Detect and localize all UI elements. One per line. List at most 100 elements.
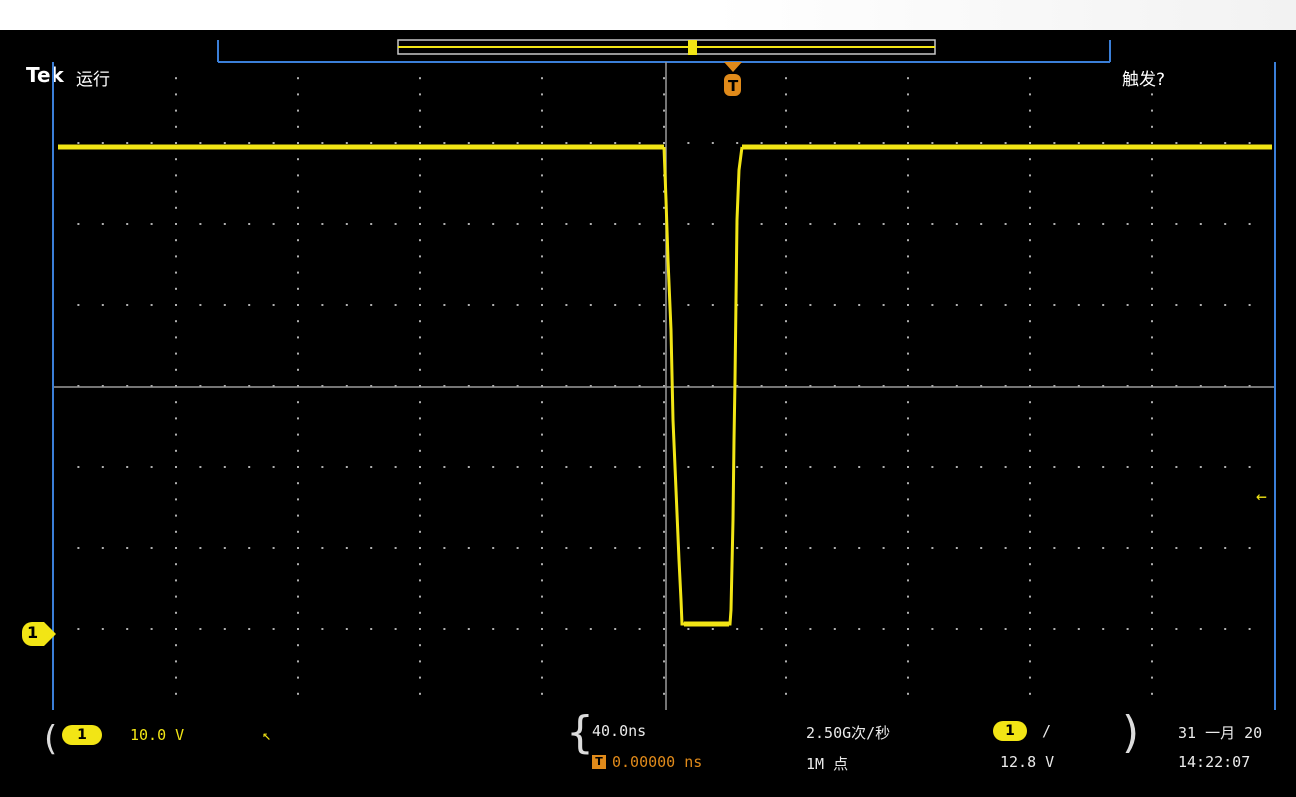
- grid-dot: [785, 611, 787, 614]
- grid-dot: [809, 466, 812, 468]
- trigger-status: 触发?: [1122, 70, 1166, 90]
- grid-dot: [175, 287, 177, 290]
- grid-dot: [663, 77, 665, 80]
- grid-dot: [297, 206, 299, 209]
- grid-dot: [1029, 223, 1031, 225]
- grid-dot: [663, 547, 665, 549]
- grid-dot: [1151, 287, 1153, 290]
- grid-dot: [297, 352, 299, 355]
- grid-dot: [1199, 223, 1202, 225]
- trigger-level[interactable]: 12.8 V: [1000, 753, 1055, 771]
- grid-dot: [882, 385, 885, 387]
- grid-dot: [541, 563, 543, 566]
- grid-dot: [248, 385, 251, 387]
- grid-dot: [419, 239, 421, 242]
- grid-dot: [1126, 304, 1129, 306]
- ch1-ground-label: 1: [27, 623, 39, 642]
- timebase-bracket: {: [566, 707, 594, 758]
- grid-dot: [297, 433, 299, 436]
- grid-dot: [443, 304, 446, 306]
- trigger-offset[interactable]: 0.00000 ns: [612, 753, 703, 771]
- grid-dot: [1126, 466, 1129, 468]
- grid-dot: [663, 93, 665, 96]
- grid-dot: [809, 142, 812, 144]
- grid-dot: [541, 206, 543, 209]
- grid-dot: [663, 466, 665, 468]
- grid-dot: [419, 336, 421, 339]
- grid-dot: [370, 385, 373, 387]
- grid-dot: [175, 514, 177, 517]
- grid-dot: [419, 692, 421, 695]
- grid-dot: [101, 223, 104, 225]
- grid-dot: [589, 385, 592, 387]
- grid-dot: [663, 611, 665, 614]
- ch1-scale[interactable]: 10.0 V: [130, 726, 185, 744]
- grid-dot: [297, 93, 299, 96]
- grid-dot: [1199, 547, 1202, 549]
- grid-dot: [711, 547, 714, 549]
- grid-dot: [785, 174, 787, 177]
- grid-dot: [419, 190, 421, 193]
- grid-dot: [980, 628, 983, 630]
- grid-dot: [1077, 628, 1080, 630]
- grid-dot: [199, 304, 202, 306]
- grid-dot: [858, 223, 861, 225]
- grid-dot: [541, 611, 543, 614]
- trigger-slope[interactable]: /: [1042, 722, 1052, 740]
- grid-dot: [419, 530, 421, 533]
- grid-dot: [297, 482, 299, 485]
- grid-dot: [907, 385, 909, 387]
- grid-dot: [1151, 304, 1153, 306]
- grid-dot: [77, 628, 80, 630]
- grid-dot: [223, 223, 226, 225]
- grid-dot: [541, 660, 543, 663]
- grid-dot: [419, 206, 421, 209]
- grid-dot: [541, 336, 543, 339]
- grid-dot: [907, 417, 909, 420]
- grid-dot: [297, 466, 299, 468]
- grid-dot: [297, 158, 299, 161]
- grid-dot: [297, 401, 299, 404]
- grid-dot: [907, 255, 909, 258]
- grid-dot: [565, 223, 568, 225]
- plot-frame: [52, 62, 1276, 710]
- grid-dot: [565, 628, 568, 630]
- grid-dot: [345, 142, 348, 144]
- grid-dot: [1248, 628, 1251, 630]
- grid-dot: [931, 142, 934, 144]
- grid-dot: [1004, 547, 1007, 549]
- grid-dot: [736, 547, 739, 549]
- grid-dot: [1029, 206, 1031, 209]
- trigger-source-badge[interactable]: 1: [993, 721, 1027, 741]
- grid-dot: [663, 190, 665, 193]
- grid-dot: [687, 304, 690, 306]
- grid-dot: [1077, 304, 1080, 306]
- grid-dot: [785, 692, 787, 695]
- grid-dot: [1029, 498, 1031, 501]
- grid-dot: [175, 660, 177, 663]
- grid-dot: [907, 287, 909, 290]
- grid-dot: [907, 174, 909, 177]
- grid-dot: [321, 466, 324, 468]
- grid-dot: [565, 547, 568, 549]
- grid-dot: [1151, 692, 1153, 695]
- graticule: [77, 77, 1251, 695]
- trigger-position-icon[interactable]: T: [724, 62, 742, 96]
- grid-dot: [419, 174, 421, 177]
- grid-dot: [638, 466, 641, 468]
- grid-dot: [516, 304, 519, 306]
- trigger-level-arrow-icon[interactable]: ←: [1256, 486, 1267, 507]
- ch1-ground-marker[interactable]: 1: [22, 622, 56, 646]
- grid-dot: [907, 660, 909, 663]
- grid-dot: [785, 514, 787, 517]
- timebase[interactable]: 40.0ns: [592, 722, 647, 740]
- ch1-badge[interactable]: 1: [62, 725, 102, 745]
- grid-dot: [541, 368, 543, 371]
- grid-dot: [223, 385, 226, 387]
- grid-dot: [541, 255, 543, 258]
- grid-dot: [663, 223, 665, 225]
- grid-dot: [663, 628, 665, 630]
- record-length[interactable]: 1M 点: [806, 755, 849, 773]
- grid-dot: [858, 466, 861, 468]
- grid-dot: [126, 628, 129, 630]
